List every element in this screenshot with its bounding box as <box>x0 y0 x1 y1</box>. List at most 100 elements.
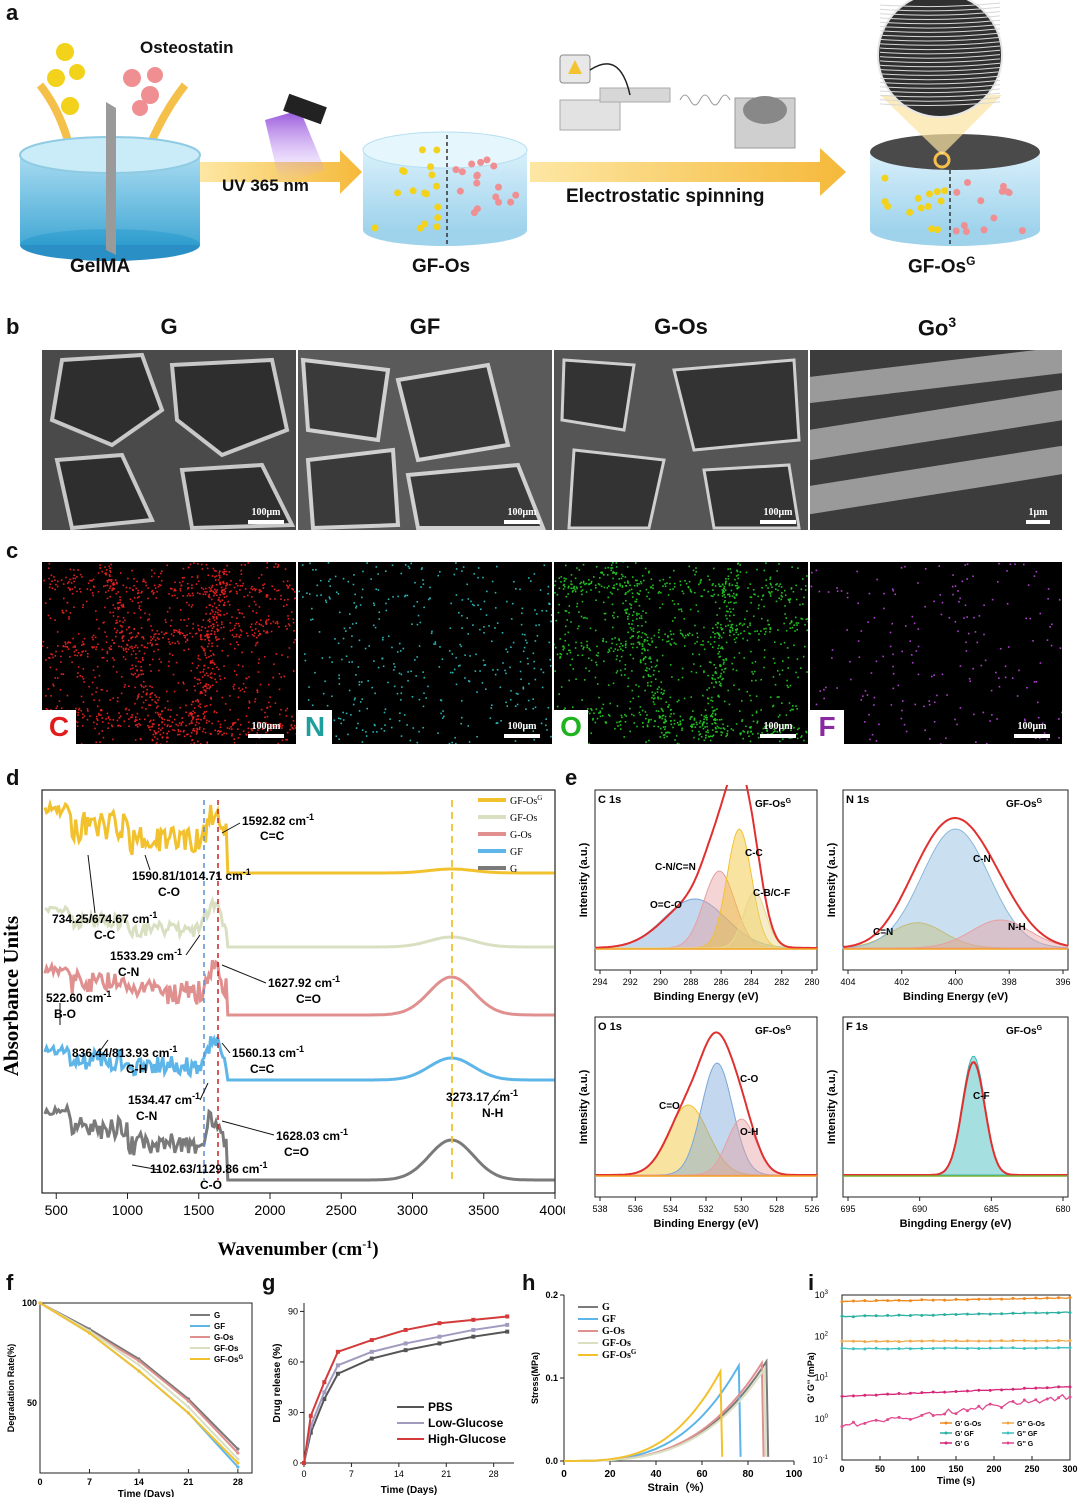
eds-speck <box>660 731 663 734</box>
eds-speck <box>601 707 603 710</box>
eds-speck <box>576 627 579 630</box>
eds-speck <box>137 632 140 635</box>
data-point <box>471 1327 476 1332</box>
eds-speck <box>752 673 754 675</box>
eds-speck <box>400 692 403 695</box>
eds-speck <box>218 731 221 733</box>
eds-speck <box>225 732 228 735</box>
fiber-line <box>879 67 1001 72</box>
eds-speck <box>205 563 208 566</box>
fiber-line <box>879 58 1001 63</box>
particle-dot <box>409 187 417 195</box>
eds-speck <box>235 590 238 593</box>
eds-speck <box>707 731 709 734</box>
eds-speck <box>116 621 119 624</box>
eds-speck <box>199 638 202 640</box>
eds-speck <box>728 614 731 617</box>
eds-speck <box>156 590 158 593</box>
eds-speck <box>875 740 878 742</box>
eds-background <box>42 562 296 744</box>
eds-speck <box>192 710 195 713</box>
eds-speck <box>670 633 672 636</box>
eds-speck <box>580 586 582 588</box>
eds-speck <box>308 593 311 595</box>
eds-speck <box>276 566 279 569</box>
eds-speck <box>615 643 618 646</box>
eds-speck <box>77 666 80 668</box>
eds-speck <box>93 699 95 702</box>
eds-speck <box>154 736 156 738</box>
eds-speck <box>568 605 571 607</box>
eds-speck <box>224 703 227 705</box>
ftir-annotation-bond: C-C <box>94 928 116 942</box>
eds-speck <box>632 643 635 645</box>
eds-speck <box>393 669 395 671</box>
annotation-sup: -1 <box>149 910 157 920</box>
eds-speck <box>107 716 110 718</box>
eds-speck <box>807 618 808 620</box>
eds-speck <box>998 562 1000 565</box>
eds-speck <box>864 690 867 692</box>
eds-speck <box>128 709 130 711</box>
data-point <box>335 1363 340 1368</box>
eds-speck <box>598 696 600 699</box>
y-axis-label: G' G'' (mPa) <box>806 1352 816 1402</box>
eds-speck <box>774 683 777 686</box>
eds-speck <box>716 725 719 728</box>
eds-speck <box>581 699 583 701</box>
eds-speck <box>715 727 717 730</box>
eds-speck <box>288 647 291 649</box>
eds-speck <box>634 562 637 564</box>
eds-speck <box>711 677 713 679</box>
eds-speck <box>659 606 661 609</box>
eds-speck <box>129 646 131 648</box>
eds-speck <box>703 670 705 672</box>
eds-speck <box>207 625 210 628</box>
eds-speck <box>114 607 116 610</box>
eds-speck <box>581 600 584 603</box>
eds-speck <box>197 705 200 707</box>
eds-speck <box>964 604 967 607</box>
eds-speck <box>959 665 962 667</box>
eds-speck <box>722 647 724 650</box>
eds-speck <box>717 594 720 596</box>
eds-speck <box>410 562 413 565</box>
eds-speck <box>192 728 195 730</box>
eds-speck <box>385 602 387 605</box>
eds-speck <box>292 618 295 620</box>
eds-speck <box>141 636 143 639</box>
ftir-annotation-bond: C=O <box>296 992 321 1006</box>
eds-speck <box>643 657 645 660</box>
eds-speck <box>91 681 94 684</box>
eds-speck <box>240 630 243 633</box>
eds-speck <box>394 666 396 668</box>
eds-speck <box>198 678 200 681</box>
element-label-o: O <box>554 710 588 744</box>
eds-speck <box>782 729 784 732</box>
eds-speck <box>218 572 221 574</box>
eds-speck <box>236 592 238 595</box>
eds-speck <box>695 671 698 674</box>
eds-speck <box>973 713 975 716</box>
x-tick-label: 530 <box>734 1204 749 1214</box>
eds-speck <box>610 569 613 572</box>
eds-speck <box>563 708 565 711</box>
eds-speck <box>567 631 570 634</box>
eds-speck <box>629 707 631 710</box>
eds-speck <box>213 602 216 605</box>
eds-speck <box>353 574 355 576</box>
eds-speck <box>725 625 727 628</box>
eds-speck <box>209 612 211 615</box>
eds-speck <box>237 718 239 721</box>
eds-speck <box>576 587 578 590</box>
particle-dot <box>427 163 435 171</box>
eds-speck <box>234 721 237 724</box>
eds-speck <box>373 604 376 606</box>
eds-speck <box>325 601 328 604</box>
eds-speck <box>377 589 380 591</box>
y-tick-label: 10-1 <box>813 1455 829 1465</box>
eds-speck <box>50 574 53 577</box>
eds-speck <box>86 708 89 710</box>
eds-speck <box>223 588 226 591</box>
eds-speck <box>815 703 818 706</box>
